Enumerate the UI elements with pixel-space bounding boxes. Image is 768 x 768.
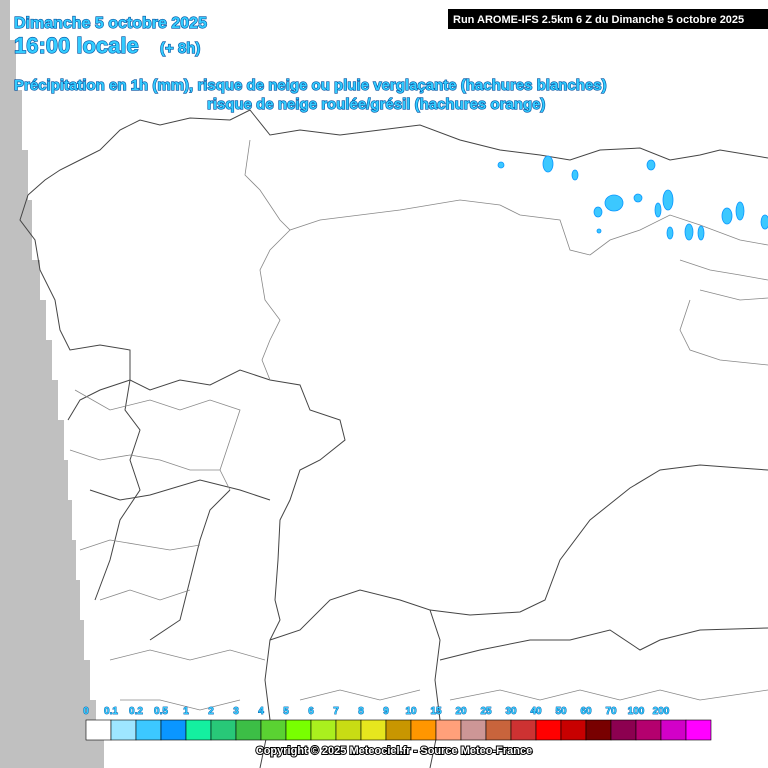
legend-label: 5: [283, 706, 289, 717]
legend-label: 3: [233, 706, 239, 717]
legend-label: 25: [480, 706, 492, 717]
legend-label: 6: [308, 706, 314, 717]
legend-label: 8: [358, 706, 364, 717]
legend-swatch: [610, 719, 637, 741]
regional-borders: [69, 139, 768, 711]
date: Dimanche 5 octobre 2025: [14, 15, 207, 32]
legend-label: 70: [605, 706, 617, 717]
legend-swatch: [435, 719, 462, 741]
borders: [19, 109, 768, 768]
legend-label: 0.1: [104, 706, 118, 717]
legend-swatch: [260, 719, 287, 741]
run-box: [448, 9, 768, 29]
time: 16:00 locale: [14, 33, 139, 58]
legend-swatch: [685, 719, 712, 741]
legend-swatch: [385, 719, 412, 741]
legend-swatch: [660, 719, 687, 741]
legend-label: 50: [555, 706, 567, 717]
subtitle: risque de neige roulée/grésil (hachures …: [207, 96, 545, 113]
legend-swatch: [335, 719, 362, 741]
legend-swatch: [460, 719, 487, 741]
legend-swatch: [210, 719, 237, 741]
legend-label: 0.2: [129, 706, 143, 717]
legend-swatch: [85, 719, 112, 741]
legend-label: 1: [183, 706, 189, 717]
legend-swatch: [485, 719, 512, 741]
legend-label: 15: [430, 706, 442, 717]
legend-swatch: [135, 719, 162, 741]
legend-swatch: [160, 719, 187, 741]
legend-swatch: [510, 719, 537, 741]
legend-swatch: [185, 719, 212, 741]
legend-label: 7: [333, 706, 339, 717]
legend-label: 0.5: [154, 706, 168, 717]
legend-label: 10: [405, 706, 417, 717]
legend-swatch: [310, 719, 337, 741]
legend-label: 4: [258, 706, 264, 717]
legend-swatch: [585, 719, 612, 741]
legend: 0 0.1 0.2 0.5 1 2 3 4 5 6 7 8 9 10 15 20 25 30 40 50 60 70 100…: [83, 706, 712, 741]
run-info: Run AROME-IFS 2.5km 6 Z du Dimanche 5 oc…: [453, 14, 744, 26]
legend-swatch: [285, 719, 312, 741]
legend-label: 200: [653, 706, 670, 717]
subtitle: Précipitation en 1h (mm), risque de neig…: [14, 77, 607, 94]
legend-swatch: [410, 719, 437, 741]
lead-time: (+ 8h): [160, 40, 200, 57]
legend-label: 20: [455, 706, 467, 717]
legend-swatch: [360, 719, 387, 741]
legend-label: 2: [208, 706, 214, 717]
legend-label: 60: [580, 706, 592, 717]
legend-swatch: [635, 719, 662, 741]
legend-label: 9: [383, 706, 389, 717]
legend-swatch: [110, 719, 137, 741]
copyright: Copyright © 2025 Meteociel.fr - Source M…: [256, 745, 532, 757]
legend-swatch: [560, 719, 587, 741]
legend-label: 0: [83, 706, 89, 717]
out-of-domain: [0, 0, 104, 768]
legend-swatch: [535, 719, 562, 741]
legend-label: 40: [530, 706, 542, 717]
legend-swatch: [235, 719, 262, 741]
legend-label: 30: [505, 706, 517, 717]
precipitation: [497, 155, 768, 241]
legend-label: 100: [628, 706, 645, 717]
